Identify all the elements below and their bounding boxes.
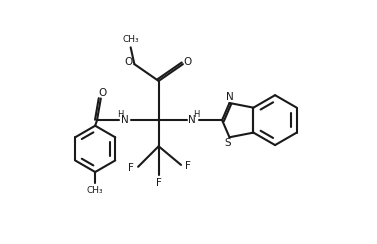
Text: S: S [224, 138, 231, 148]
Text: O: O [98, 88, 107, 98]
Text: N: N [121, 115, 129, 125]
Text: H: H [193, 110, 200, 119]
Text: CH₃: CH₃ [87, 186, 104, 195]
Text: F: F [129, 163, 134, 173]
Text: F: F [185, 161, 191, 171]
Text: N: N [188, 115, 196, 125]
Text: CH₃: CH₃ [122, 35, 139, 44]
Text: H: H [117, 110, 124, 119]
Text: O: O [184, 57, 192, 67]
Text: N: N [225, 92, 233, 102]
Text: O: O [124, 57, 132, 67]
Text: F: F [156, 178, 162, 188]
